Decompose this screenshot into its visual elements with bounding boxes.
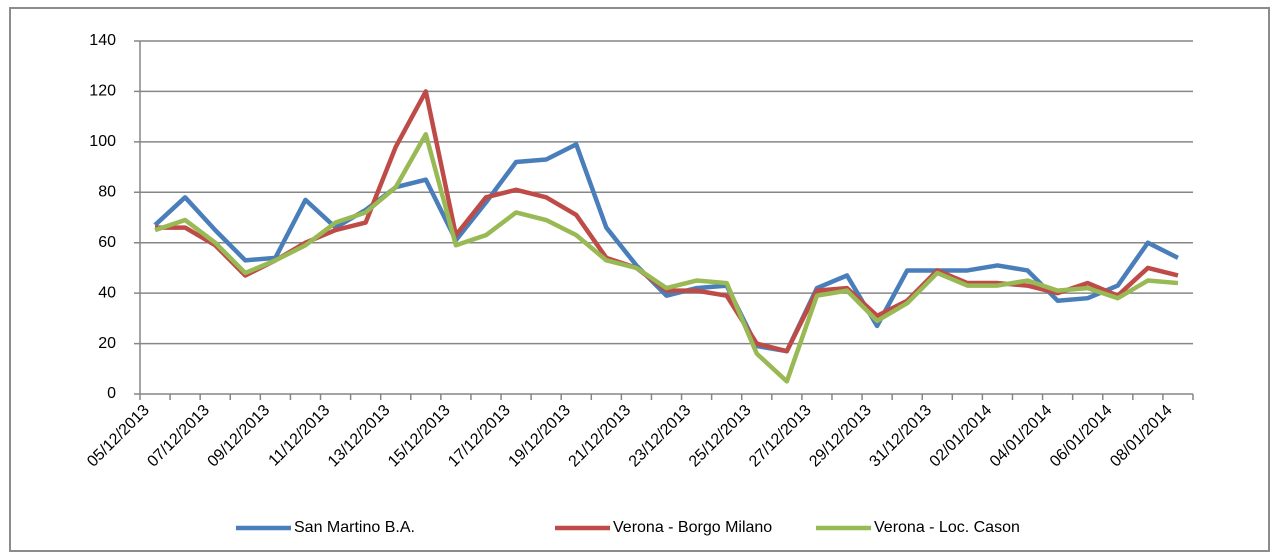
legend-label: Verona - Borgo Milano — [613, 519, 772, 536]
series-line — [153, 142, 1179, 354]
y-tick-label: 40 — [98, 284, 116, 301]
legend-label: San Martino B.A. — [294, 519, 415, 536]
legend-label: Verona - Loc. Cason — [874, 519, 1020, 536]
y-tick-label: 100 — [89, 133, 116, 150]
y-tick-label: 20 — [98, 335, 116, 352]
y-tick-label: 120 — [89, 83, 116, 100]
chart-border — [9, 7, 1270, 552]
y-tick-label: 80 — [98, 184, 116, 201]
y-tick-label: 0 — [107, 385, 116, 402]
y-tick-label: 140 — [89, 32, 116, 49]
y-tick-label: 60 — [98, 234, 116, 251]
series-line — [154, 132, 1179, 384]
